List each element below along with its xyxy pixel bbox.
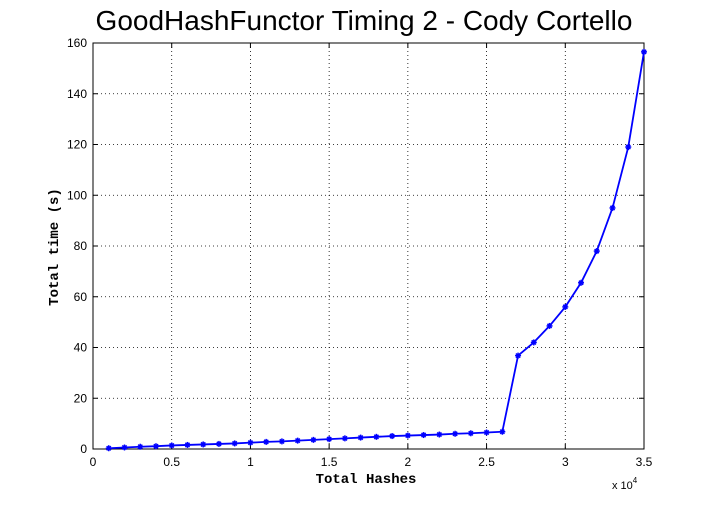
data-point (184, 441, 191, 448)
marker-stroke (609, 205, 616, 211)
marker-stroke (468, 430, 474, 436)
data-point (137, 443, 144, 450)
x-tick-label: 1.5 (321, 455, 338, 469)
x-tick-label: 0 (90, 455, 97, 469)
data-point (278, 438, 285, 445)
data-point (578, 279, 585, 286)
marker-stroke (578, 280, 584, 286)
data-point (625, 144, 632, 151)
marker-stroke (641, 49, 647, 55)
y-tick-label: 40 (74, 341, 88, 355)
marker-stroke (153, 443, 159, 449)
marker-stroke (562, 304, 568, 310)
data-point (452, 430, 459, 437)
y-tick-label: 0 (80, 442, 87, 456)
plot-area (93, 43, 644, 449)
x-tick-label: 3 (562, 455, 569, 469)
y-tick-label: 160 (67, 36, 87, 50)
marker-stroke (373, 434, 380, 440)
data-point (357, 434, 364, 441)
marker-stroke (232, 440, 238, 447)
data-point (121, 444, 128, 451)
marker-stroke (531, 339, 537, 346)
marker-stroke (137, 444, 143, 450)
x-tick-label: 3.5 (636, 455, 653, 469)
y-tick-label: 120 (67, 138, 87, 152)
y-tick-label: 80 (74, 239, 88, 253)
marker-stroke (389, 433, 395, 439)
y-tick-label: 20 (74, 391, 88, 405)
data-point (105, 445, 112, 452)
marker-stroke (515, 352, 521, 359)
data-point (562, 303, 569, 310)
data-point (152, 443, 159, 450)
marker-stroke (594, 248, 600, 254)
x-multiplier-exponent: 4 (633, 476, 638, 485)
marker-stroke (326, 436, 332, 442)
marker-stroke (499, 429, 505, 435)
data-point (515, 352, 522, 359)
marker-stroke (310, 437, 317, 443)
marker-stroke (169, 442, 175, 449)
marker-stroke (279, 438, 285, 445)
data-point (483, 429, 490, 436)
data-point (420, 432, 427, 439)
x-multiplier-base: x 10 (612, 480, 633, 492)
marker-stroke (121, 444, 128, 451)
marker-stroke (184, 442, 191, 448)
data-point (593, 248, 600, 255)
data-point (168, 442, 175, 449)
data-point (326, 436, 333, 443)
marker-stroke (247, 440, 254, 446)
chart-title: GoodHashFunctor Timing 2 - Cody Cortello (96, 5, 633, 36)
data-point (530, 339, 537, 346)
data-point (310, 436, 317, 443)
data-point (389, 433, 396, 440)
x-tick-label: 2 (405, 455, 412, 469)
data-point (341, 435, 348, 442)
axes-box (92, 42, 645, 450)
marker-stroke (106, 445, 112, 451)
data-point (373, 433, 380, 440)
data-point (467, 430, 474, 437)
x-ticks: 0 0.5 1 1.5 2 2.5 3 3.5 (90, 455, 653, 469)
marker-stroke (295, 437, 301, 444)
x-tick-label: 2.5 (478, 455, 495, 469)
data-point (215, 440, 222, 447)
data-point (436, 431, 443, 438)
marker-stroke (483, 429, 490, 436)
y-tick-label: 100 (67, 188, 87, 202)
x-tick-label: 0.5 (163, 455, 180, 469)
marker-stroke (625, 144, 631, 150)
marker-stroke (216, 441, 222, 447)
marker-stroke (357, 434, 364, 441)
data-point (546, 322, 553, 329)
data-point (263, 438, 270, 445)
marker-stroke (420, 432, 427, 438)
marker-stroke (452, 431, 458, 437)
marker-stroke (200, 441, 206, 448)
data-point (609, 204, 616, 211)
x-axis-label: Total Hashes (316, 472, 417, 488)
data-point (499, 428, 506, 435)
data-point (200, 441, 207, 448)
data-point (247, 439, 254, 446)
marker-stroke (405, 432, 411, 439)
y-tick-label: 60 (74, 290, 88, 304)
data-point (231, 440, 238, 447)
marker-stroke (546, 323, 553, 329)
marker-stroke (342, 435, 348, 441)
x-tick-label: 1 (247, 455, 254, 469)
data-point (641, 48, 647, 55)
data-point (404, 432, 411, 439)
y-axis-label: Total time (s) (47, 188, 63, 306)
marker-stroke (263, 439, 269, 445)
series (105, 48, 647, 452)
data-point (294, 437, 301, 444)
y-tick-label: 140 (67, 87, 87, 101)
y-ticks: 0 20 40 60 80 100 120 140 160 (67, 36, 87, 456)
x-multiplier: x 104 (612, 476, 638, 492)
marker-stroke (436, 431, 442, 438)
